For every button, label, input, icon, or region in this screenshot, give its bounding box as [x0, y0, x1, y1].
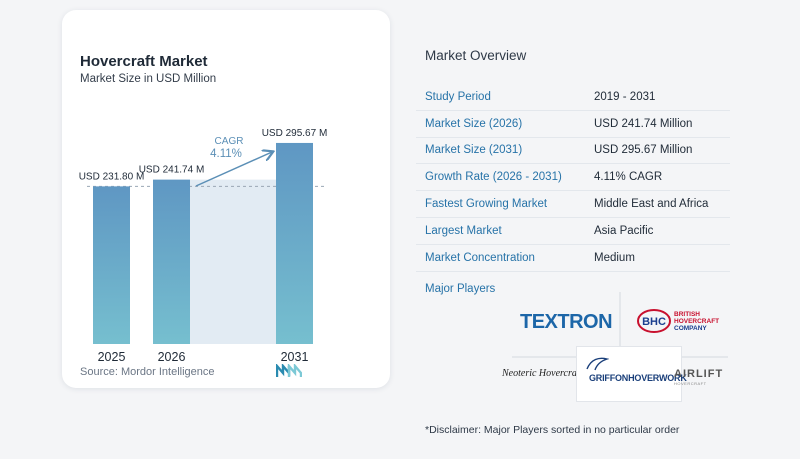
- bhc-emblem-icon: BHC: [637, 309, 671, 333]
- overview-row: Market Concentration Medium: [416, 245, 730, 272]
- row-label: Market Size (2026): [425, 117, 523, 130]
- disclaimer: *Disclaimer: Major Players sorted in no …: [425, 424, 680, 436]
- overview-row: Market Size (2026) USD 241.74 Million: [416, 111, 730, 138]
- x-tick-2026: 2026: [158, 350, 186, 364]
- row-value: Asia Pacific: [594, 224, 654, 237]
- bhc-logo: BHC BRITISH HOVERCRAFT COMPANY: [636, 306, 736, 338]
- griffon-logo: GRIFFONHOVERWORK: [576, 346, 687, 402]
- chart-card: Hovercraft Market Market Size in USD Mil…: [62, 10, 390, 388]
- bhc-line2: HOVERCRAFT: [674, 318, 720, 325]
- bar-2026: [153, 179, 190, 344]
- overview-title: Market Overview: [425, 48, 527, 63]
- cagr-arrow: [195, 152, 272, 187]
- data-label-2031: USD 295.67 M: [262, 128, 328, 139]
- chart-source: Source: Mordor Intelligence: [80, 366, 215, 378]
- major-players-title: Major Players: [425, 283, 496, 295]
- row-value: USD 295.67 Million: [594, 144, 693, 157]
- bhc-line1: BRITISH: [674, 311, 700, 318]
- bar-2031: [276, 142, 313, 344]
- row-label: Market Size (2031): [425, 144, 523, 157]
- row-label: Largest Market: [425, 224, 502, 237]
- overview-row: Study Period 2019 - 2031: [416, 84, 730, 111]
- row-label: Study Period: [425, 90, 491, 103]
- row-value: 4.11% CAGR: [594, 171, 663, 184]
- bhc-line3: COMPANY: [674, 325, 707, 332]
- neoteric-logo: Neoteric Hovercraft, Inc.: [502, 368, 603, 379]
- griffon-bird-icon: [586, 357, 609, 371]
- growth-shade: [190, 179, 276, 344]
- x-tick-2031: 2031: [281, 350, 309, 364]
- overview-row: Largest Market Asia Pacific: [416, 218, 730, 245]
- airlift-subtitle: HOVERCRAFT: [674, 381, 707, 386]
- row-label: Fastest Growing Market: [425, 198, 548, 211]
- data-label-2026: USD 241.74 M: [139, 165, 205, 176]
- bar-2025: [93, 186, 130, 344]
- row-value: Middle East and Africa: [594, 198, 709, 211]
- data-label-2025: USD 231.80 M: [79, 171, 145, 182]
- chart-title: Hovercraft Market: [80, 53, 208, 70]
- overview-row: Fastest Growing Market Middle East and A…: [416, 191, 730, 218]
- row-value: USD 241.74 Million: [594, 117, 693, 130]
- svg-text:BHC: BHC: [642, 316, 666, 328]
- cagr-label: CAGR: [215, 136, 244, 147]
- chart-subtitle: Market Size in USD Million: [80, 73, 217, 85]
- market-overview-panel: Market Overview Study Period 2019 - 2031…: [416, 0, 786, 459]
- overview-row: Growth Rate (2026 - 2031) 4.11% CAGR: [416, 164, 730, 192]
- bar-chart: USD 231.80 M 2025 USD 241.74 M 2026 USD 295.…: [79, 128, 328, 364]
- row-label: Market Concentration: [425, 251, 535, 264]
- cagr-value: 4.11%: [210, 148, 242, 160]
- airlift-logo: AIRLIFT: [674, 368, 724, 380]
- griffon-name: GRIFFONHOVERWORK: [589, 373, 687, 383]
- row-label: Growth Rate (2026 - 2031): [425, 171, 562, 184]
- row-value: Medium: [594, 251, 635, 264]
- overview-row: Market Size (2031) USD 295.67 Million: [416, 138, 730, 165]
- textron-logo: TEXTRON: [520, 311, 613, 333]
- row-value: 2019 - 2031: [594, 90, 656, 103]
- x-tick-2025: 2025: [98, 350, 126, 364]
- overview-table: Study Period 2019 - 2031 Market Size (20…: [416, 84, 730, 272]
- mordor-logo-icon: [276, 364, 302, 377]
